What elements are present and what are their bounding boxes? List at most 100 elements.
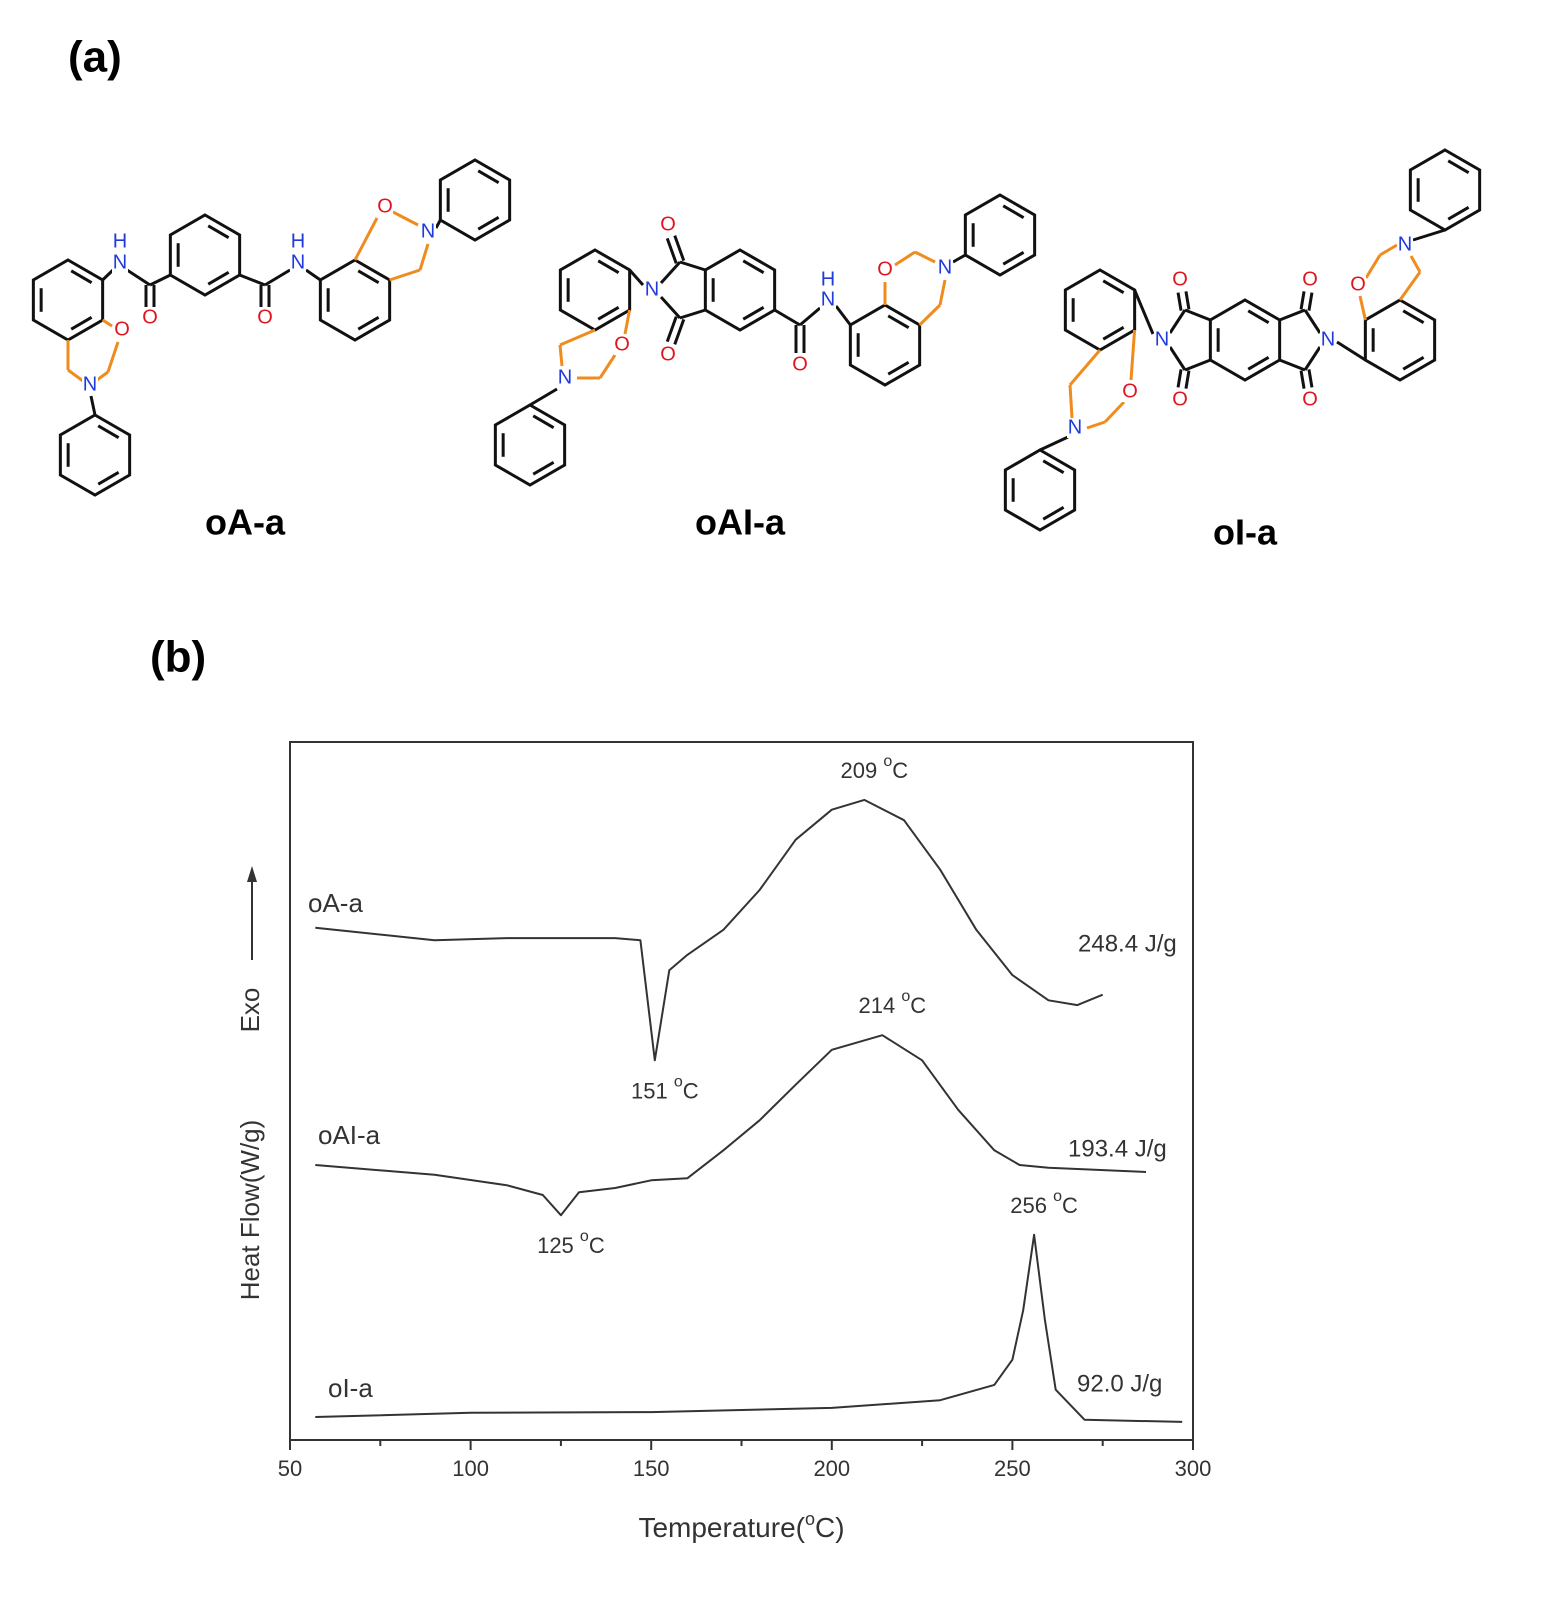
atom-backdrop xyxy=(290,253,306,273)
oxazine-bond xyxy=(106,341,120,373)
oxazine-bond xyxy=(1103,400,1126,424)
atom-backdrop xyxy=(660,215,676,235)
atom-backdrop xyxy=(142,308,158,328)
bond xyxy=(89,395,97,416)
peak-unit-sup: o xyxy=(674,1074,683,1091)
double-bond xyxy=(1447,206,1470,221)
double-bond xyxy=(1042,459,1065,474)
ring xyxy=(318,258,392,342)
plot-frame xyxy=(289,741,1194,1441)
atom-label: O xyxy=(142,306,158,328)
oxazine-bond xyxy=(1379,243,1398,257)
atom-backdrop xyxy=(792,355,808,375)
atom-label: N xyxy=(421,220,435,242)
double-bond xyxy=(1447,159,1470,174)
double-bond xyxy=(673,235,686,262)
double-bond xyxy=(70,269,93,284)
double-bond xyxy=(207,224,230,239)
oxazine-bond xyxy=(1358,295,1367,321)
atom-label: O xyxy=(1122,380,1138,402)
peak-label: 209 oC xyxy=(840,753,908,783)
x-tick-label: 300 xyxy=(1175,1456,1212,1481)
x-tick-label: 150 xyxy=(633,1456,670,1481)
series-label: oI-a xyxy=(328,1373,373,1403)
atom-backdrop xyxy=(1067,418,1083,438)
atom-label: O xyxy=(377,195,393,217)
atom-label: O xyxy=(257,306,273,328)
oxazine-bond xyxy=(914,250,936,264)
x-axis-label-sup: o xyxy=(805,1509,815,1529)
bond xyxy=(659,295,682,320)
oxazine-bond xyxy=(392,210,419,227)
double-bond xyxy=(1176,292,1183,311)
atom-label: N xyxy=(558,366,572,388)
peak-temperature: 151 xyxy=(631,1078,668,1103)
double-bond xyxy=(1002,251,1025,266)
atom-backdrop xyxy=(937,258,953,278)
atom-label: O xyxy=(1302,268,1318,290)
series-label: oAI-a xyxy=(318,1120,381,1150)
peak-unit: C xyxy=(683,1078,699,1103)
ring xyxy=(1408,148,1482,232)
double-bond xyxy=(1402,309,1425,324)
double-bond xyxy=(357,269,380,284)
peak-temperature: 214 xyxy=(859,993,896,1018)
oxazine-bond xyxy=(67,368,84,383)
atom-backdrop xyxy=(1397,235,1413,255)
ring xyxy=(1003,448,1077,532)
atom-label: N xyxy=(291,251,305,273)
series-label: oA-a xyxy=(308,888,363,918)
atom-backdrop xyxy=(1172,270,1188,290)
peak-unit-sup: o xyxy=(883,753,892,770)
double-bond xyxy=(673,318,686,345)
atom-label: N xyxy=(938,256,952,278)
double-bond xyxy=(742,259,765,274)
bond xyxy=(1184,308,1211,322)
double-bond xyxy=(1299,370,1306,389)
double-bond xyxy=(1102,279,1125,294)
ring xyxy=(1208,298,1282,382)
structure-label: oA-a xyxy=(205,502,286,543)
atom-backdrop xyxy=(112,232,128,252)
peak-unit: C xyxy=(910,993,926,1018)
atom-backdrop xyxy=(112,253,128,273)
atom-backdrop xyxy=(820,290,836,310)
bond xyxy=(1336,340,1367,362)
bond xyxy=(659,260,682,285)
ring xyxy=(703,248,777,332)
x-tick-label: 50 xyxy=(278,1456,302,1481)
oxazine-bond xyxy=(1364,254,1382,279)
double-bond xyxy=(1042,506,1065,521)
double-bond xyxy=(887,361,910,376)
enthalpy-label: 248.4 J/g xyxy=(1078,930,1177,957)
double-bond xyxy=(1307,292,1314,311)
double-bond xyxy=(357,316,380,331)
bond xyxy=(264,268,291,287)
panel-label: (b) xyxy=(150,633,206,682)
ring xyxy=(848,303,922,387)
oxazine-bond xyxy=(101,318,113,328)
bond xyxy=(1184,358,1211,372)
atom-backdrop xyxy=(557,368,573,388)
peak-label: 256 oC xyxy=(1010,1188,1078,1218)
dsc-curve xyxy=(315,1233,1183,1423)
double-bond xyxy=(1184,291,1191,310)
atom-label: H xyxy=(821,268,835,290)
bond xyxy=(1168,309,1187,334)
bond xyxy=(126,268,151,287)
atom-backdrop xyxy=(614,335,630,355)
double-bond xyxy=(97,424,120,439)
atom-backdrop xyxy=(660,345,676,365)
atom-backdrop xyxy=(82,375,98,395)
atom-label: N xyxy=(1321,328,1335,350)
oxazine-bond xyxy=(418,243,430,271)
ring xyxy=(558,248,632,332)
double-bond xyxy=(97,471,120,486)
bond xyxy=(679,260,706,272)
atom-label: N xyxy=(821,288,835,310)
double-bond xyxy=(1184,370,1191,389)
double-bond xyxy=(532,461,555,476)
bond xyxy=(1279,358,1306,372)
double-bond xyxy=(887,314,910,329)
